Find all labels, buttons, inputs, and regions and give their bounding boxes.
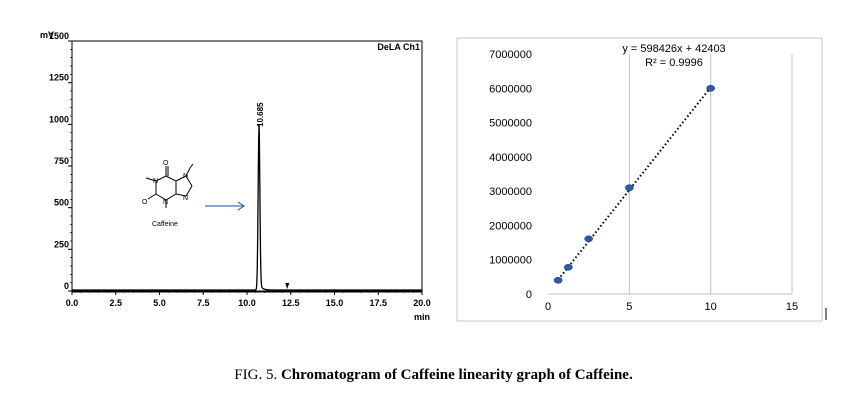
svg-text:N: N <box>163 199 168 206</box>
trendline-equation: y = 598426x + 42403 <box>622 43 725 55</box>
caption-title: Chromatogram of Caffeine linearity graph… <box>280 367 633 383</box>
injection-marker <box>285 283 290 289</box>
figure-caption: FIG. 5. Chromatogram of Caffeine lineari… <box>0 367 867 384</box>
caffeine-structure-icon <box>145 163 194 208</box>
peak-retention-label: 10.685 <box>256 102 265 127</box>
chromatogram-x-axis: 0.0 2.5 5.0 7.5 10.0 12.5 15.0 17.5 20.0 <box>66 291 431 308</box>
caffeine-atom-labels: O O N N N N <box>142 160 188 206</box>
y-tick-label: 6000000 <box>489 83 532 95</box>
data-point <box>706 84 715 92</box>
x-tick-label: 10 <box>705 301 717 313</box>
svg-text:N: N <box>153 178 158 185</box>
arrow-icon <box>205 201 245 211</box>
svg-text:N: N <box>183 195 188 202</box>
chromatogram-corner-label: DeLA Ch1 <box>377 42 420 52</box>
y-tick-label: 2000000 <box>489 220 532 232</box>
y-tick-label: 1500 <box>49 31 69 41</box>
linearity-gridlines <box>628 54 793 294</box>
y-tick-label: 5000000 <box>489 118 532 130</box>
y-tick-label: 1250 <box>49 73 69 83</box>
data-point <box>564 263 573 271</box>
caffeine-label: Caffeine <box>152 221 178 228</box>
x-tick-label: 12.5 <box>282 298 300 308</box>
y-tick-label: 4000000 <box>489 152 532 164</box>
svg-text:O: O <box>142 199 148 206</box>
x-tick-label: 7.5 <box>197 298 210 308</box>
svg-text:O: O <box>163 160 169 167</box>
data-point <box>584 235 593 243</box>
y-tick-label: 7000000 <box>489 49 532 61</box>
chromatogram-y-axis: 0 250 500 750 1000 1250 1500 <box>49 31 422 293</box>
chromatogram-y-unit-label: mV <box>40 30 54 40</box>
trendline <box>557 86 712 281</box>
caption-prefix: FIG. 5. <box>234 367 281 383</box>
y-tick-label: 750 <box>54 156 69 166</box>
r-squared-label: R² = 0.9996 <box>645 57 703 69</box>
y-tick-label: 3000000 <box>489 186 532 198</box>
x-tick-label: 17.5 <box>369 298 387 308</box>
y-tick-label: 1000 <box>49 114 69 124</box>
linearity-axes: 0 1000000 2000000 3000000 4000000 5000000 6000… <box>489 49 798 313</box>
y-tick-label: 0 <box>526 289 532 301</box>
x-tick-label: 5.0 <box>153 298 166 308</box>
svg-text:N: N <box>183 173 188 180</box>
x-tick-label: 20.0 <box>413 298 431 308</box>
chromatogram-trace <box>72 124 422 291</box>
chromatogram-frame <box>71 40 423 292</box>
x-tick-label: 0 <box>545 301 551 313</box>
y-tick-label: 0 <box>64 281 69 291</box>
chromatogram-x-unit-label: min <box>414 312 430 322</box>
linearity-chart: 0 1000000 2000000 3000000 4000000 5000000 6000… <box>456 37 827 322</box>
data-point <box>553 276 563 284</box>
x-tick-label: 0.0 <box>66 298 79 308</box>
x-tick-label: 5 <box>626 301 632 313</box>
data-points <box>553 84 715 284</box>
chromatogram: mV DeLA Ch1 0 250 500 750 1000 1250 1500 0.0 2.… <box>40 30 431 322</box>
x-tick-label: 15.0 <box>326 298 344 308</box>
y-tick-label: 500 <box>54 198 69 208</box>
data-point <box>625 184 634 192</box>
x-tick-label: 2.5 <box>109 298 122 308</box>
x-tick-label: 15 <box>786 301 798 313</box>
x-tick-label: 10.0 <box>238 298 256 308</box>
y-tick-label: 250 <box>54 239 69 249</box>
linearity-chart-frame <box>456 37 823 322</box>
y-tick-label: 1000000 <box>489 255 532 267</box>
